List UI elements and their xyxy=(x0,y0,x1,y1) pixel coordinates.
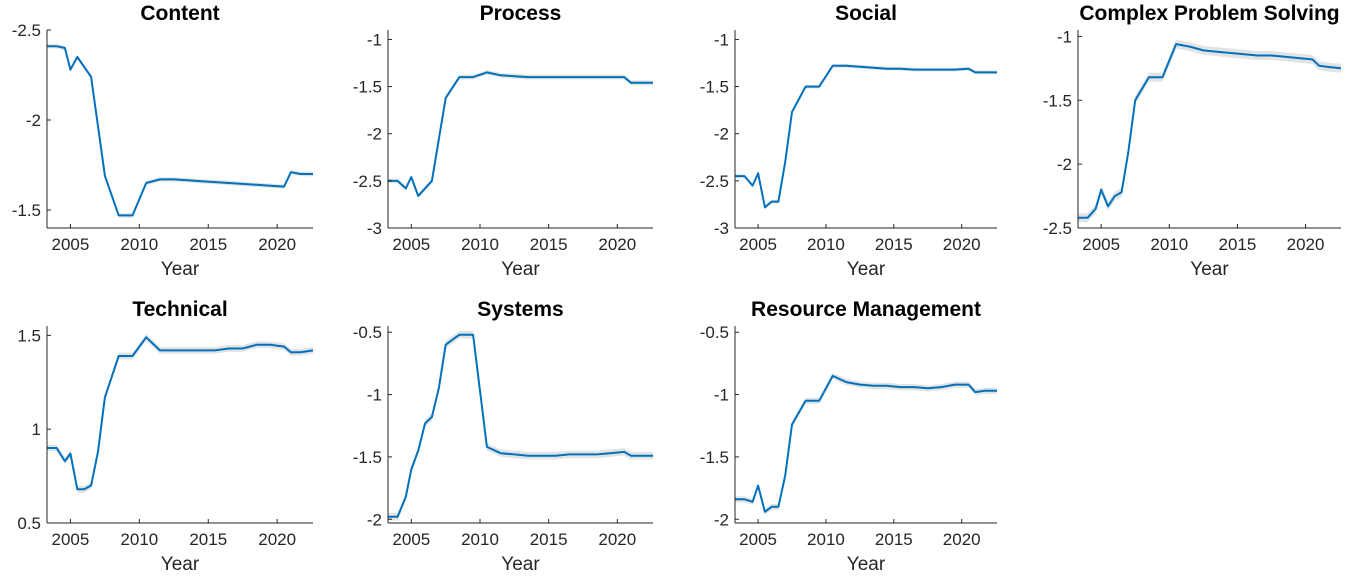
confidence-band xyxy=(735,372,997,515)
x-tick-label: 2015 xyxy=(530,235,568,254)
y-tick-label: -1 xyxy=(714,30,729,49)
x-axis-label: Year xyxy=(161,554,200,575)
x-tick-label: 2010 xyxy=(807,235,845,254)
y-tick-label: -1.5 xyxy=(353,78,382,97)
y-tick-label: -2 xyxy=(714,125,729,144)
x-tick-label: 2010 xyxy=(120,530,158,549)
y-tick-label: -1 xyxy=(367,386,382,405)
subplot-3: Social -3 -2.5 -2 -1.5 -1 2005 2010 2015 2020 Year xyxy=(700,2,997,280)
x-tick-label: 2015 xyxy=(1219,235,1257,254)
subplot-title: Content xyxy=(140,2,219,25)
y-tick-label: -1.5 xyxy=(700,448,729,467)
y-tick-label: -1.5 xyxy=(700,78,729,97)
y-tick-label: -2.5 xyxy=(700,172,729,191)
x-tick-label: 2010 xyxy=(120,235,158,254)
y-tick-label: 0.5 xyxy=(17,514,41,533)
x-tick-label: 2020 xyxy=(1287,235,1325,254)
y-tick-label: 1 xyxy=(32,420,41,439)
y-tick-label: -2 xyxy=(1057,155,1072,174)
subplot-title: Systems xyxy=(477,298,563,321)
x-tick-label: 2005 xyxy=(392,530,430,549)
x-tick-label: 2015 xyxy=(189,235,227,254)
x-tick-label: 2010 xyxy=(461,235,499,254)
subplot-title: Complex Problem Solving xyxy=(1079,2,1339,25)
x-tick-label: 2005 xyxy=(739,530,777,549)
x-tick-label: 2015 xyxy=(875,530,913,549)
y-tick-label: -1.5 xyxy=(353,448,382,467)
x-axis-label: Year xyxy=(501,554,540,575)
confidence-band xyxy=(388,70,653,199)
subplot-2: Process -3 -2.5 -2 -1.5 -1 2005 2010 2015 2020 Yea… xyxy=(353,2,653,280)
y-tick-label: -2.5 xyxy=(12,21,41,40)
subplot-title: Process xyxy=(480,2,562,25)
series-line xyxy=(388,333,653,518)
x-tick-label: 2020 xyxy=(598,235,636,254)
y-tick-label: -0.5 xyxy=(700,323,729,342)
series-line xyxy=(735,374,997,513)
y-tick-label: -1.5 xyxy=(1043,91,1072,110)
x-tick-label: 2010 xyxy=(461,530,499,549)
series-line xyxy=(47,336,314,491)
subplot-title: Technical xyxy=(132,298,227,321)
x-axis-label: Year xyxy=(1190,259,1229,280)
subplot-4: Complex Problem Solving -2.5 -2 -1.5 -1 2005 2… xyxy=(1043,2,1342,280)
x-tick-label: 2005 xyxy=(392,235,430,254)
x-tick-label: 2010 xyxy=(1150,235,1188,254)
x-tick-label: 2020 xyxy=(258,235,296,254)
x-tick-label: 2005 xyxy=(739,235,777,254)
x-tick-label: 2015 xyxy=(875,235,913,254)
x-tick-label: 2020 xyxy=(598,530,636,549)
y-tick-label: -3 xyxy=(367,219,382,238)
y-tick-label: -1 xyxy=(1057,27,1072,46)
subplot-title: Social xyxy=(835,2,897,25)
y-tick-label: -2 xyxy=(367,510,382,529)
y-tick-label: -0.5 xyxy=(353,323,382,342)
x-tick-label: 2005 xyxy=(1082,235,1120,254)
confidence-band xyxy=(735,63,997,210)
subplot-7: Resource Management -2 -1.5 -1 -0.5 2005 2010 2… xyxy=(700,298,997,575)
x-axis-label: Year xyxy=(161,259,200,280)
x-axis-label: Year xyxy=(501,259,540,280)
y-tick-label: -2 xyxy=(26,111,41,130)
subplot-5: Technical 0.5 1 1.5 2005 2010 2015 2020 Year xyxy=(17,298,314,575)
series-line xyxy=(388,71,653,197)
y-tick-label: 1.5 xyxy=(17,326,41,345)
y-tick-label: -2 xyxy=(714,510,729,529)
y-tick-label: -2.5 xyxy=(353,172,382,191)
confidence-band xyxy=(388,331,653,521)
x-tick-label: 2005 xyxy=(52,235,90,254)
x-tick-label: 2005 xyxy=(52,530,90,549)
series-line xyxy=(735,64,997,209)
subplot-title: Resource Management xyxy=(751,298,981,321)
x-axis-label: Year xyxy=(847,259,886,280)
confidence-band xyxy=(47,333,313,493)
subplot-6: Systems -2 -1.5 -1 -0.5 2005 2010 2015 2020 Year xyxy=(353,298,653,575)
x-tick-label: 2015 xyxy=(189,530,227,549)
y-tick-label: -1 xyxy=(367,30,382,49)
x-axis-label: Year xyxy=(847,554,886,575)
y-tick-label: -3 xyxy=(714,219,729,238)
subplot-1: Content -2.5 -2 -1.5 2005 2010 2015 2020 Year xyxy=(12,2,313,280)
y-tick-label: -1 xyxy=(714,386,729,405)
x-tick-label: 2015 xyxy=(530,530,568,549)
x-tick-label: 2010 xyxy=(807,530,845,549)
y-tick-label: -2 xyxy=(367,125,382,144)
series-line xyxy=(47,45,313,217)
x-tick-label: 2020 xyxy=(258,530,296,549)
x-tick-label: 2020 xyxy=(943,530,981,549)
x-tick-label: 2020 xyxy=(943,235,981,254)
y-tick-label: -1.5 xyxy=(12,201,41,220)
y-tick-label: -2.5 xyxy=(1043,219,1072,238)
series-line xyxy=(1078,43,1342,219)
